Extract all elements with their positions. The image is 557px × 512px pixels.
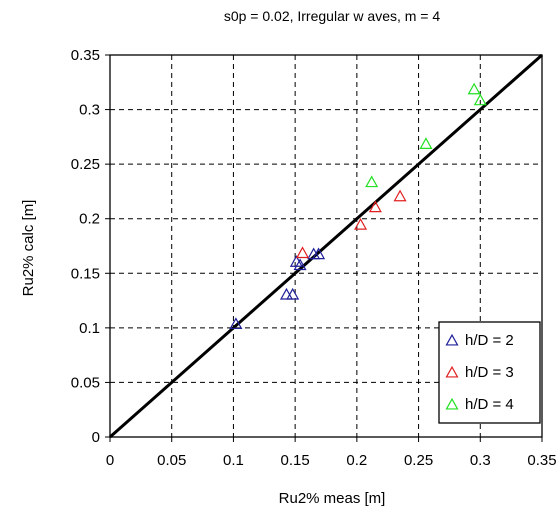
reference-line-group: [109, 53, 543, 439]
x-tick-label: 0.2: [346, 452, 367, 469]
y-tick-label: 0.3: [79, 102, 100, 119]
x-tick-label: 0.05: [157, 452, 186, 469]
legend: h/D = 2 h/D = 3 h/D = 4: [438, 321, 541, 424]
data-point: [473, 93, 487, 106]
x-tick-label: 0.3: [470, 452, 491, 469]
y-axis-ticks: 0 0.05 0.1 0.15 0.2 0.25 0.3 0.35: [71, 47, 110, 446]
data-point: [467, 82, 481, 95]
legend-label: h/D = 2: [465, 332, 514, 349]
x-tick-label: 0.35: [527, 452, 556, 469]
legend-marker: [445, 333, 459, 346]
y-tick-label: 0.1: [79, 320, 100, 337]
reference-line: [109, 53, 543, 439]
data-point: [293, 258, 307, 271]
x-axis-title: Ru2% meas [m]: [279, 490, 386, 507]
x-tick-label: 0: [106, 452, 114, 469]
legend-marker: [445, 365, 459, 378]
data-point: [229, 317, 243, 330]
data-point: [365, 175, 379, 188]
data-point: [296, 246, 310, 259]
series-2: [296, 189, 407, 259]
x-tick-label: 0.1: [223, 452, 244, 469]
data-point: [368, 200, 382, 213]
y-tick-label: 0: [92, 429, 100, 446]
series-3: [365, 82, 487, 188]
data-points: [229, 82, 487, 330]
data-point: [419, 137, 433, 149]
y-axis-title: Ru2% calc [m]: [20, 200, 37, 297]
y-tick-label: 0.35: [71, 47, 100, 64]
x-axis-ticks: 0 0.05 0.1 0.15 0.2 0.25 0.3 0.35: [106, 437, 557, 469]
y-tick-label: 0.15: [71, 265, 100, 282]
legend-marker: [445, 397, 459, 410]
y-tick-label: 0.2: [79, 211, 100, 228]
legend-label: h/D = 4: [465, 396, 514, 413]
grid-lines: [110, 55, 542, 437]
y-tick-label: 0.05: [71, 374, 100, 391]
data-point: [354, 217, 368, 230]
chart-title: s0p = 0.02, Irregular w aves, m = 4: [224, 8, 441, 24]
series-1: [229, 247, 326, 330]
plot-area-frame: [109, 54, 543, 438]
x-tick-label: 0.15: [281, 452, 310, 469]
data-point: [286, 287, 300, 300]
legend-label: h/D = 3: [465, 364, 514, 381]
data-point: [312, 247, 326, 260]
x-tick-label: 0.25: [404, 452, 433, 469]
y-tick-label: 0.25: [71, 156, 100, 173]
data-point: [393, 189, 407, 202]
